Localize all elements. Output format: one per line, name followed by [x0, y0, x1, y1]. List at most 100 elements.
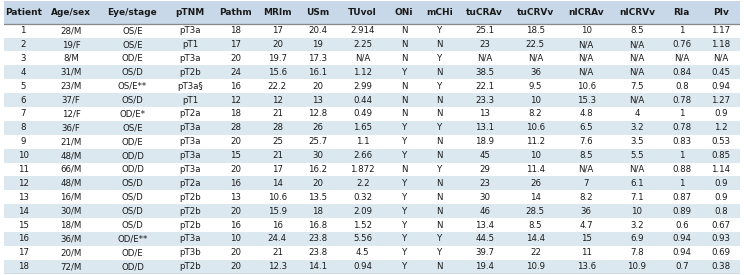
Text: 22.5: 22.5 [526, 40, 545, 49]
Text: 0.45: 0.45 [711, 68, 731, 77]
Text: 37/F: 37/F [62, 95, 80, 104]
Text: 13.5: 13.5 [308, 193, 327, 202]
Text: 72/M: 72/M [60, 262, 82, 271]
Text: 18/M: 18/M [60, 221, 82, 230]
Text: OS/D: OS/D [121, 221, 144, 230]
Text: 10: 10 [18, 151, 29, 160]
Text: 18: 18 [18, 262, 29, 271]
Text: Y: Y [437, 82, 443, 91]
Text: 20.4: 20.4 [308, 26, 327, 35]
Text: 21: 21 [272, 248, 283, 257]
Text: Y: Y [402, 179, 407, 188]
Text: N: N [437, 40, 443, 49]
Text: 0.53: 0.53 [711, 137, 731, 146]
Text: 0.89: 0.89 [673, 207, 691, 216]
Text: 12.3: 12.3 [268, 262, 287, 271]
Text: 16: 16 [230, 221, 241, 230]
Text: 10.9: 10.9 [627, 262, 647, 271]
Text: pT2a: pT2a [179, 179, 201, 188]
Text: 1.17: 1.17 [711, 26, 731, 35]
Text: N/A: N/A [527, 54, 543, 63]
Text: 23.3: 23.3 [475, 95, 494, 104]
Text: 0.78: 0.78 [672, 95, 691, 104]
Text: 1: 1 [679, 151, 684, 160]
Text: OD/E**: OD/E** [118, 234, 147, 243]
Text: OS/E: OS/E [122, 40, 143, 49]
Text: 6.9: 6.9 [630, 234, 644, 243]
Text: 21: 21 [272, 151, 283, 160]
Text: OS/E: OS/E [122, 123, 143, 132]
Text: 9.5: 9.5 [529, 82, 542, 91]
Text: 10.9: 10.9 [526, 262, 545, 271]
Bar [4, 177, 740, 190]
Text: 1.14: 1.14 [711, 165, 731, 174]
Text: 7.5: 7.5 [630, 82, 644, 91]
Text: 0.67: 0.67 [711, 221, 731, 230]
Text: RIa: RIa [673, 8, 690, 17]
Text: 8: 8 [21, 123, 26, 132]
Text: Y: Y [402, 151, 407, 160]
Text: 45: 45 [479, 151, 490, 160]
Text: 10: 10 [580, 26, 591, 35]
Text: pT3b: pT3b [179, 248, 201, 257]
Text: nlCRAv: nlCRAv [568, 8, 604, 17]
Text: pT1: pT1 [182, 95, 198, 104]
Text: 0.84: 0.84 [672, 68, 691, 77]
Text: 23.8: 23.8 [308, 248, 327, 257]
Text: 17: 17 [272, 26, 283, 35]
Text: 11.2: 11.2 [526, 137, 545, 146]
Text: 31/M: 31/M [60, 68, 82, 77]
Text: 18.5: 18.5 [526, 26, 545, 35]
Text: 15: 15 [580, 234, 591, 243]
Text: 48/M: 48/M [60, 151, 82, 160]
Text: 16.2: 16.2 [308, 165, 327, 174]
Text: N: N [437, 179, 443, 188]
Text: 0.94: 0.94 [673, 234, 691, 243]
Text: 29: 29 [479, 165, 490, 174]
Text: 22.1: 22.1 [475, 82, 494, 91]
Text: 11.4: 11.4 [526, 165, 545, 174]
Text: N/A: N/A [629, 54, 644, 63]
Text: 12/F: 12/F [62, 109, 80, 119]
Text: 36: 36 [530, 68, 541, 77]
Text: Y: Y [402, 123, 407, 132]
Text: 13: 13 [479, 109, 490, 119]
Text: 12: 12 [18, 179, 29, 188]
Text: 18: 18 [230, 109, 241, 119]
Text: Age/sex: Age/sex [51, 8, 91, 17]
Text: pT2b: pT2b [179, 207, 201, 216]
Text: 44.5: 44.5 [475, 234, 494, 243]
Text: Y: Y [437, 234, 443, 243]
Text: 10: 10 [632, 207, 642, 216]
Text: nlCRVv: nlCRVv [619, 8, 655, 17]
Text: 25.1: 25.1 [475, 26, 494, 35]
Text: 7: 7 [21, 109, 26, 119]
Text: pT2b: pT2b [179, 68, 201, 77]
Text: N: N [401, 165, 408, 174]
Text: Eye/stage: Eye/stage [108, 8, 158, 17]
Text: 36/F: 36/F [62, 123, 80, 132]
Text: OS/E**: OS/E** [118, 82, 147, 91]
Text: ONi: ONi [395, 8, 414, 17]
Text: Y: Y [402, 193, 407, 202]
Text: 4.5: 4.5 [356, 248, 370, 257]
Text: pT2b: pT2b [179, 193, 201, 202]
Text: Y: Y [437, 248, 443, 257]
Text: 1: 1 [21, 26, 26, 35]
Bar [4, 24, 740, 38]
Text: 10.6: 10.6 [577, 82, 596, 91]
Text: 0.78: 0.78 [672, 123, 691, 132]
Text: 0.8: 0.8 [714, 207, 728, 216]
Text: 8.2: 8.2 [528, 109, 542, 119]
Text: 23: 23 [479, 179, 490, 188]
Text: 0.8: 0.8 [675, 82, 688, 91]
Text: OD/D: OD/D [121, 262, 144, 271]
Text: 7.8: 7.8 [630, 248, 644, 257]
Text: 22.2: 22.2 [268, 82, 287, 91]
Text: 0.93: 0.93 [711, 234, 731, 243]
Text: 15.3: 15.3 [577, 95, 596, 104]
Text: 26: 26 [530, 179, 541, 188]
Text: 1.18: 1.18 [711, 40, 731, 49]
Text: Y: Y [402, 137, 407, 146]
Text: 25: 25 [272, 137, 283, 146]
